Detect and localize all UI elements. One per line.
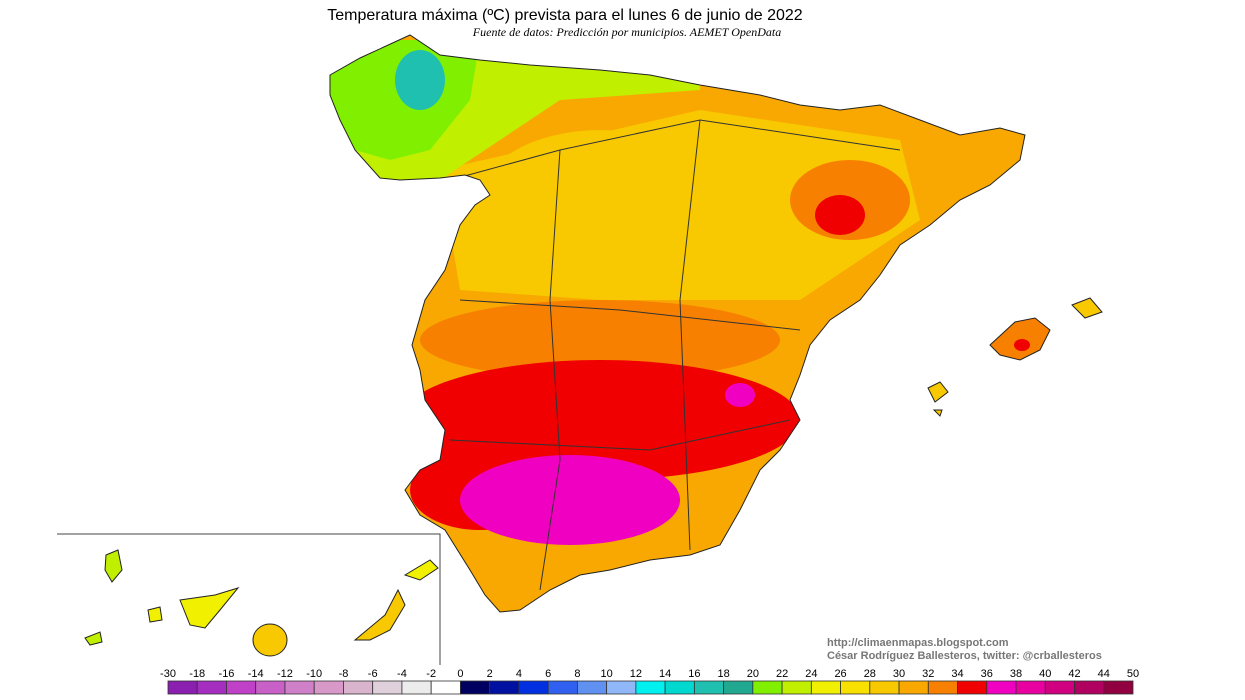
tick-label: -10 — [306, 668, 322, 680]
canary-islands — [84, 549, 439, 657]
credit-url: http://climaenmapas.blogspot.com — [827, 637, 1009, 649]
color-swatch — [1015, 680, 1046, 695]
tick-label: -6 — [368, 668, 378, 680]
color-swatch — [635, 680, 666, 695]
mainland-outline — [329, 34, 1026, 613]
tick-label: -30 — [160, 668, 176, 680]
mainland — [330, 35, 1025, 612]
tick-label: -12 — [277, 668, 293, 680]
tick-label: 50 — [1127, 668, 1139, 680]
tick-label: 30 — [893, 668, 905, 680]
tick-label: 38 — [1010, 668, 1022, 680]
color-swatch — [1044, 680, 1075, 695]
tick-label: 12 — [630, 668, 642, 680]
color-swatch — [898, 680, 929, 695]
color-swatch — [401, 680, 432, 695]
color-swatch — [606, 680, 637, 695]
color-swatch — [781, 680, 812, 695]
map-title: Temperatura máxima (ºC) prevista para el… — [327, 7, 803, 24]
tick-label: 44 — [1098, 668, 1110, 680]
credit-author: César Rodríguez Ballesteros, twitter: @c… — [827, 650, 1102, 662]
color-swatch — [664, 680, 695, 695]
color-swatch — [489, 680, 520, 695]
color-swatch — [986, 680, 1017, 695]
balearic-islands — [927, 297, 1103, 417]
color-swatch — [752, 680, 783, 695]
color-swatch — [927, 680, 958, 695]
color-swatch — [430, 680, 461, 695]
tick-label: 34 — [951, 668, 963, 680]
tick-label: 14 — [659, 668, 671, 680]
map-subtitle: Fuente de datos: Predicción por municipi… — [472, 25, 781, 39]
color-swatch — [284, 680, 315, 695]
color-swatch — [547, 680, 578, 695]
tick-label: -16 — [219, 668, 235, 680]
colorbar: -30 -18 -16 -14 -12 -10 -8 -6 -4 -2 0 2 4 6 8 10 12 14 16 1… — [160, 668, 1139, 695]
color-swatch — [343, 680, 374, 695]
tick-label: 20 — [747, 668, 759, 680]
tick-label: -4 — [397, 668, 407, 680]
color-swatch — [372, 680, 403, 695]
tick-label: -14 — [248, 668, 264, 680]
tick-label: 18 — [717, 668, 729, 680]
color-swatch — [518, 680, 549, 695]
color-swatch — [810, 680, 841, 695]
color-swatch — [869, 680, 900, 695]
color-swatch — [226, 680, 257, 695]
tick-label: 28 — [864, 668, 876, 680]
color-swatch — [693, 680, 725, 695]
color-swatch — [255, 680, 286, 695]
tick-label: 4 — [516, 668, 522, 680]
tick-label: 16 — [688, 668, 700, 680]
tick-label: -2 — [426, 668, 436, 680]
color-swatch — [840, 680, 871, 695]
tick-label: -8 — [339, 668, 349, 680]
tick-label: 26 — [834, 668, 846, 680]
tick-label: 10 — [601, 668, 613, 680]
tick-label: 8 — [574, 668, 580, 680]
tick-label: 36 — [981, 668, 993, 680]
tick-label: -18 — [189, 668, 205, 680]
tick-label: 42 — [1068, 668, 1080, 680]
color-swatch — [1074, 680, 1105, 695]
color-swatch — [723, 680, 754, 695]
tick-label: 24 — [805, 668, 817, 680]
tick-label: 2 — [487, 668, 493, 680]
canary-inset-frame — [57, 533, 441, 665]
color-swatch — [957, 680, 988, 695]
color-swatch — [1103, 680, 1134, 695]
color-swatch — [576, 680, 608, 695]
color-swatch — [196, 680, 227, 695]
tick-label: 6 — [545, 668, 551, 680]
tick-label: 22 — [776, 668, 788, 680]
color-swatch — [460, 680, 491, 695]
tick-label: 32 — [922, 668, 934, 680]
tick-label: 0 — [457, 668, 463, 680]
color-swatch — [167, 680, 198, 695]
color-swatch — [313, 680, 344, 695]
tick-label: 40 — [1039, 668, 1051, 680]
